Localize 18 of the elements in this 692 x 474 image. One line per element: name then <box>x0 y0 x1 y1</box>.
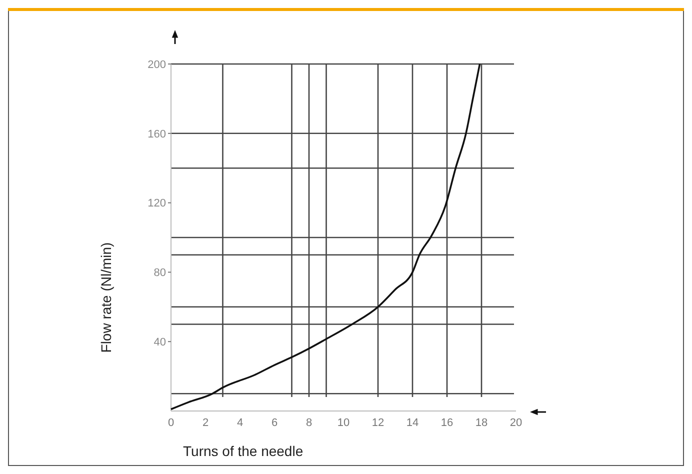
y-tick-label: 80 <box>154 267 166 280</box>
y-tick-label: 200 <box>148 58 166 71</box>
y-axis-title: Flow rate (Nl/min) <box>98 242 114 353</box>
y-tick-label: 120 <box>148 198 166 210</box>
x-tick-label: 10 <box>337 417 350 429</box>
x-tick-label: 0 <box>168 417 174 429</box>
x-tick-label: 20 <box>510 417 522 429</box>
x-tick-label: 6 <box>271 417 278 429</box>
x-tick-label: 18 <box>475 417 488 429</box>
x-tick-label: 14 <box>406 417 419 429</box>
x-tick-label: 8 <box>306 417 312 429</box>
y-tick-label: 160 <box>148 128 166 140</box>
x-tick-label: 12 <box>372 417 384 429</box>
x-axis-title: Turns of the needle <box>183 443 304 459</box>
x-tick-label: 2 <box>202 417 209 429</box>
y-tick-label: 40 <box>154 336 166 348</box>
x-tick-label: 4 <box>236 417 244 429</box>
x-tick-label: 16 <box>440 417 454 429</box>
